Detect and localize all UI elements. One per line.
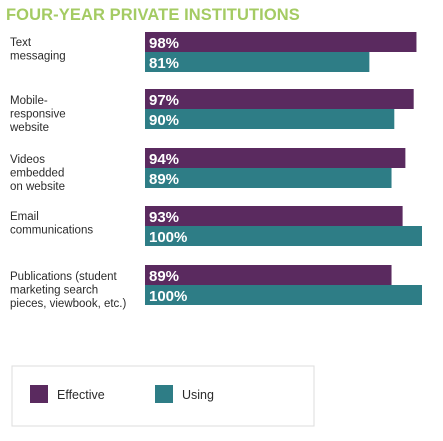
value-label-using: 100% xyxy=(149,229,187,246)
value-label-using: 89% xyxy=(149,171,179,188)
bar-effective-2 xyxy=(145,89,414,109)
value-label-effective: 98% xyxy=(149,35,179,52)
bar-effective-4 xyxy=(145,206,403,226)
bar-using-4 xyxy=(145,226,422,246)
category-label: Text messaging xyxy=(10,37,66,63)
value-label-effective: 97% xyxy=(149,92,179,109)
bar-effective-1 xyxy=(145,32,417,52)
bar-effective-3 xyxy=(145,148,406,168)
category-label: Videos embedded on website xyxy=(10,154,65,193)
legend: Effective Using xyxy=(11,365,315,427)
bar-effective-5 xyxy=(145,265,392,285)
legend-swatch-effective xyxy=(30,385,48,403)
category-label: Email communications xyxy=(10,211,93,237)
value-label-using: 100% xyxy=(149,288,187,305)
chart-title: FOUR-YEAR PRIVATE INSTITUTIONS xyxy=(6,6,300,24)
legend-box xyxy=(11,365,315,427)
value-label-effective: 93% xyxy=(149,209,179,226)
bar-using-5 xyxy=(145,285,422,305)
value-label-using: 90% xyxy=(149,112,179,129)
category-label: Mobile-responsive website xyxy=(9,95,66,134)
bar-using-2 xyxy=(145,109,395,129)
bar-using-1 xyxy=(145,52,370,72)
value-label-using: 81% xyxy=(149,55,179,72)
value-label-effective: 94% xyxy=(149,151,179,168)
bar-using-3 xyxy=(145,168,392,188)
legend-swatch-using xyxy=(155,385,173,403)
legend-label-effective: Effective xyxy=(57,388,105,402)
category-labels: Text messaging Mobile-responsive website Vid… xyxy=(9,37,127,310)
category-label: Publications (student marketing search pie… xyxy=(10,271,127,310)
value-label-effective: 89% xyxy=(149,268,179,285)
legend-label-using: Using xyxy=(182,388,214,402)
bar-groups: 98% 97% 94% 93% 89% 81% 90% 89% 100% 100% xyxy=(145,32,422,305)
